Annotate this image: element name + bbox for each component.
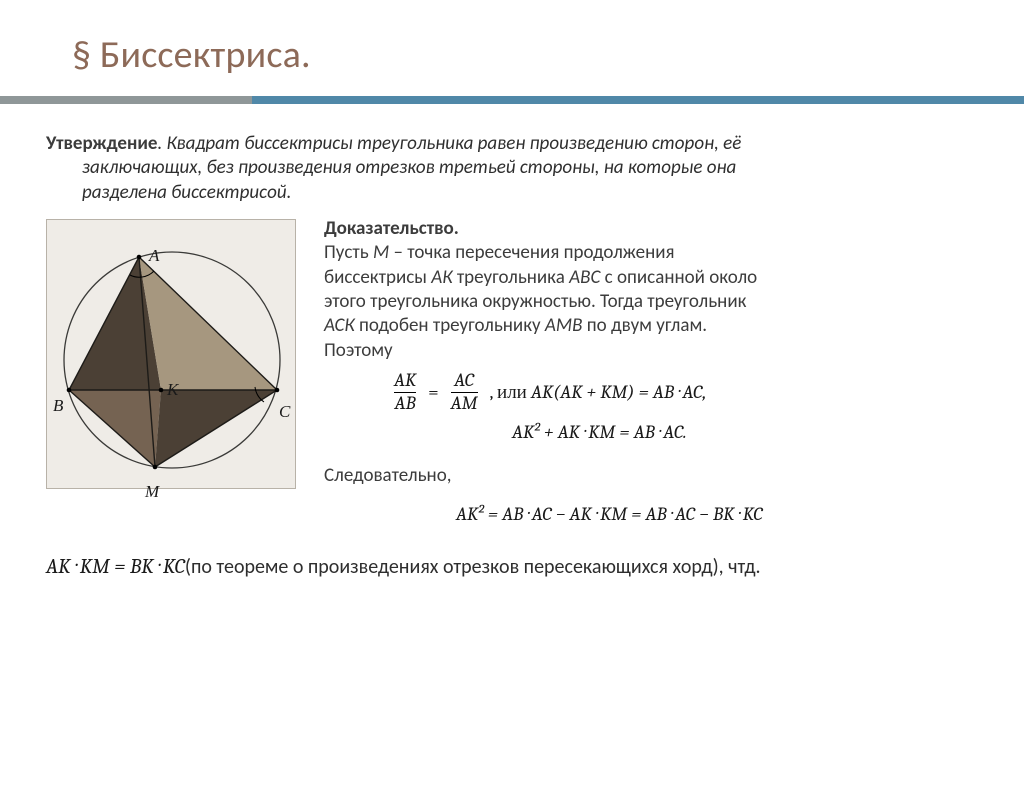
equation-1: AKAB = ACAM , или AK(AK + KM) = AB · AC,…	[324, 371, 978, 444]
point-label-c: C	[279, 402, 290, 422]
statement-body-3: разделена биссектрисой.	[82, 181, 291, 204]
point-label-k: K	[167, 380, 178, 400]
equation-3: AK² = AB · AC − AK · KM = AB · AC − BK ·…	[324, 502, 978, 526]
page-title: § Биссектриса.	[72, 32, 311, 78]
statement-lead: Утверждение	[46, 132, 157, 155]
statement-body-1: . Квадрат биссектрисы треугольника равен…	[157, 132, 741, 155]
final-note: (по теореме о произведениях отрезков пер…	[185, 555, 761, 579]
proof-heading: Доказательство.	[324, 217, 978, 241]
equation-2: AK² + AK · KM = AB · AC.	[394, 420, 978, 444]
point-label-b: B	[53, 396, 63, 416]
statement-body-2: заключающих, без произведения отрезков т…	[82, 156, 736, 179]
proof-line-2: биссектрисы АК треугольника АВС с описан…	[324, 266, 978, 290]
proof-consequently: Следовательно,	[324, 464, 978, 488]
divider	[0, 96, 1024, 104]
final-line: AK · KM = BK · KC (по теореме о произвед…	[0, 555, 1024, 579]
point-label-a: A	[149, 246, 159, 266]
figure: A B C K M	[46, 219, 296, 489]
proof-line-1: Пусть М – точка пересечения продолжения	[324, 241, 978, 265]
proof: Доказательство. Пусть М – точка пересече…	[306, 215, 978, 527]
point-label-m: M	[145, 482, 159, 502]
proof-line-3: этого треугольника окружностью. Тогда тр…	[324, 290, 978, 314]
statement: Утверждение. Квадрат биссектрисы треугол…	[46, 132, 964, 205]
final-equation: AK · KM = BK · KC	[46, 555, 185, 579]
proof-therefore: Поэтому	[324, 339, 978, 363]
proof-line-4: АСК подобен треугольнику АМВ по двум угл…	[324, 314, 978, 338]
